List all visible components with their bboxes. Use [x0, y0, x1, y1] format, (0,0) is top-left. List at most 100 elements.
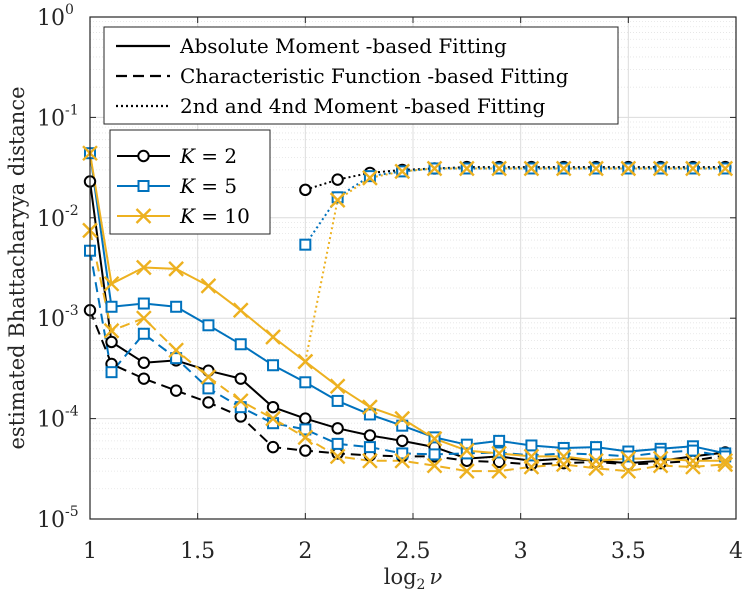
data-point — [135, 310, 152, 327]
y-axis-label: estimated Bhattacharyya distance — [5, 86, 29, 449]
data-point — [202, 396, 215, 409]
legend-k5-var: K — [179, 174, 196, 198]
data-point — [652, 457, 669, 474]
legend-k10-label: K = 10 — [179, 204, 250, 228]
data-point — [620, 160, 637, 177]
data-point — [555, 456, 572, 473]
x-tick-label: 2.5 — [396, 539, 431, 564]
data-point — [299, 183, 312, 197]
x-tick-label: 3.5 — [611, 539, 646, 564]
data-point — [523, 160, 540, 177]
data-point — [331, 394, 344, 407]
data-point — [458, 442, 475, 459]
x-axis-label: log2 ν — [384, 565, 443, 593]
x-tick-label: 4 — [729, 539, 743, 564]
k-legend: K = 2 K = 5 K = 10 — [109, 129, 271, 235]
data-point — [622, 450, 635, 463]
data-point — [331, 422, 344, 435]
x-axis-label-var: ν — [429, 565, 442, 589]
data-point — [685, 160, 701, 177]
data-point — [363, 170, 376, 183]
y-tick-label: 100 — [37, 2, 74, 31]
data-point — [523, 459, 540, 475]
data-point — [396, 434, 409, 448]
data-point — [331, 437, 344, 450]
x-tick-label: 2 — [298, 539, 312, 564]
y-tick-exponent: 0 — [65, 2, 74, 18]
y-tick-label: 10-5 — [37, 504, 79, 533]
plot-area — [82, 145, 734, 479]
data-point — [297, 429, 314, 446]
data-point — [394, 410, 411, 427]
data-point — [652, 160, 669, 177]
data-point — [266, 400, 280, 414]
data-point — [394, 163, 411, 180]
y-tick-base: 10 — [37, 307, 65, 332]
data-point — [137, 297, 150, 310]
data-point — [202, 382, 215, 395]
data-point — [362, 399, 378, 416]
data-point — [588, 160, 604, 177]
style-legend-box — [103, 26, 619, 125]
data-point — [363, 408, 376, 421]
data-point — [103, 275, 120, 292]
data-point — [170, 352, 183, 365]
y-tick-exponent: -1 — [65, 102, 79, 118]
data-point — [168, 342, 184, 359]
data-point — [299, 238, 312, 251]
y-tick-base: 10 — [37, 408, 65, 433]
data-point — [426, 160, 443, 177]
data-point — [685, 452, 701, 469]
data-point — [686, 444, 699, 457]
data-point — [458, 160, 475, 177]
x-axis-label-sub: 2 — [417, 577, 426, 593]
data-point — [299, 376, 312, 389]
data-point — [202, 319, 215, 332]
y-tick-base: 10 — [37, 106, 65, 131]
data-point — [234, 338, 247, 351]
legend-k10-var: K — [179, 204, 196, 228]
data-point — [363, 441, 376, 454]
data-point — [299, 423, 312, 436]
x-axis-label-main: log — [384, 565, 417, 589]
y-tick-label: 10-1 — [37, 102, 79, 131]
data-point — [491, 445, 507, 462]
data-point — [493, 434, 506, 447]
data-point — [652, 450, 669, 467]
data-point — [200, 369, 217, 385]
data-point — [362, 169, 378, 186]
legend-k10-eq: = 10 — [195, 204, 250, 228]
data-point — [168, 261, 184, 277]
legend-dotted-label: 2nd and 4nd Moment -based Fitting — [180, 94, 545, 118]
y-tick-base: 10 — [37, 207, 65, 232]
data-point — [329, 448, 346, 465]
y-tick-label: 10-3 — [37, 303, 79, 332]
data-point — [267, 359, 280, 372]
data-point — [555, 160, 572, 177]
data-point — [105, 335, 118, 349]
y-tick-label: 10-4 — [37, 404, 79, 433]
data-point — [458, 463, 475, 479]
data-point — [299, 444, 312, 457]
data-point — [396, 419, 409, 432]
data-point — [170, 300, 183, 313]
data-point — [362, 452, 378, 469]
data-point — [265, 329, 281, 345]
data-point — [232, 302, 249, 319]
data-point — [137, 327, 150, 340]
data-point — [588, 460, 604, 477]
y-tick-base: 10 — [37, 6, 65, 31]
data-point — [525, 439, 538, 452]
legend-k5-label: K = 5 — [179, 174, 237, 198]
data-point — [103, 322, 120, 339]
data-point — [266, 440, 280, 454]
k-legend-marker — [137, 149, 150, 163]
y-tick-base: 10 — [37, 508, 65, 533]
data-point — [588, 452, 604, 469]
data-point — [200, 278, 217, 294]
data-point — [265, 410, 281, 427]
k-legend-marker — [135, 208, 152, 224]
data-point — [329, 378, 346, 395]
